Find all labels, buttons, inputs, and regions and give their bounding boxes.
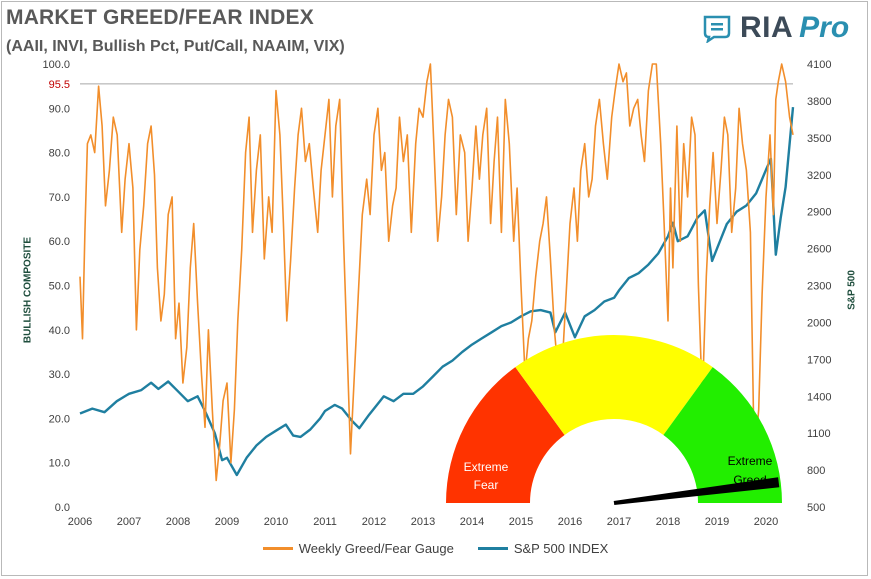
y-tick-label-left: 30.0: [49, 369, 70, 381]
y-tick-label-right: 500: [807, 502, 825, 514]
x-tick-label: 2007: [117, 516, 141, 528]
y-tick-label-right: 3500: [807, 133, 831, 145]
x-tick-label: 2011: [313, 516, 337, 528]
x-tick-label: 2018: [656, 516, 680, 528]
legend-item-greed-fear: Weekly Greed/Fear Gauge: [262, 541, 454, 556]
x-tick-label: 2008: [166, 516, 190, 528]
gauge-fear-label: Fear: [474, 478, 499, 492]
y-tick-label-right: 3800: [807, 96, 831, 108]
y-tick-label-right: 1400: [807, 391, 831, 403]
reference-line-label: 95.5: [49, 79, 70, 91]
chat-shield-icon: [703, 15, 731, 43]
y-tick-label-right: 1100: [807, 428, 831, 440]
y-tick-label-left: 20.0: [49, 413, 70, 425]
x-tick-label: 2012: [362, 516, 386, 528]
gauge-greed-label: Extreme: [728, 454, 773, 468]
y-tick-label-right: 800: [807, 465, 825, 477]
legend-label-greed-fear: Weekly Greed/Fear Gauge: [298, 541, 454, 556]
x-tick-label: 2014: [460, 516, 484, 528]
gauge-segment-2: [663, 367, 782, 503]
x-tick-label: 2009: [215, 516, 239, 528]
y-tick-label-left: 10.0: [49, 458, 70, 470]
series-line-sp500: [79, 106, 795, 477]
y-tick-label-right: 2900: [807, 207, 831, 219]
gauge-segment-0: [446, 367, 565, 503]
ria-pro-logo: RIA Pro: [702, 10, 849, 46]
legend-label-sp500: S&P 500 INDEX: [513, 541, 609, 556]
gauge-base: [530, 503, 698, 509]
legend-item-sp500: S&P 500 INDEX: [477, 541, 609, 556]
legend-swatch-sp500: [477, 547, 508, 550]
x-tick-label: 2013: [411, 516, 435, 528]
x-tick-label: 2020: [754, 516, 778, 528]
chart-title: MARKET GREED/FEAR INDEX: [6, 6, 314, 29]
chart-legend: Weekly Greed/Fear Gauge S&P 500 INDEX: [0, 541, 871, 556]
y-tick-label-left: 40.0: [49, 325, 70, 337]
gauge-fear-label: Extreme: [464, 460, 509, 474]
y-tick-label-left: 70.0: [49, 192, 70, 204]
gauge-needle: [613, 477, 780, 505]
y-tick-label-right: 3200: [807, 170, 831, 182]
y-tick-label-left: 90.0: [49, 103, 70, 115]
y-tick-label-left: 60.0: [49, 236, 70, 248]
y-tick-label-left: 50.0: [49, 281, 70, 293]
x-tick-label: 2010: [264, 516, 288, 528]
logo-suffix: Pro: [799, 11, 850, 44]
legend-swatch-greed-fear: [262, 547, 293, 550]
x-tick-label: 2016: [558, 516, 582, 528]
y-tick-label-right: 2300: [807, 281, 831, 293]
x-tick-label: 2019: [705, 516, 729, 528]
chart-subtitle: (AAII, INVI, Bullish Pct, Put/Call, NAAI…: [6, 38, 345, 55]
y-tick-label-left: 0.0: [55, 502, 70, 514]
y-tick-label-right: 4100: [807, 59, 831, 71]
x-tick-label: 2015: [509, 516, 533, 528]
y-tick-label-right: 2600: [807, 244, 831, 256]
y-tick-label-left: 80.0: [49, 148, 70, 160]
x-tick-label: 2017: [607, 516, 631, 528]
y-tick-label-right: 1700: [807, 354, 831, 366]
logo-brand: RIA: [740, 11, 794, 44]
y-tick-label-right: 2000: [807, 317, 831, 329]
series-line-greed-fear: [79, 63, 794, 482]
x-tick-label: 2006: [68, 516, 92, 528]
gauge-segment-1: [515, 335, 713, 435]
y-tick-label-left: 100.0: [42, 59, 70, 71]
